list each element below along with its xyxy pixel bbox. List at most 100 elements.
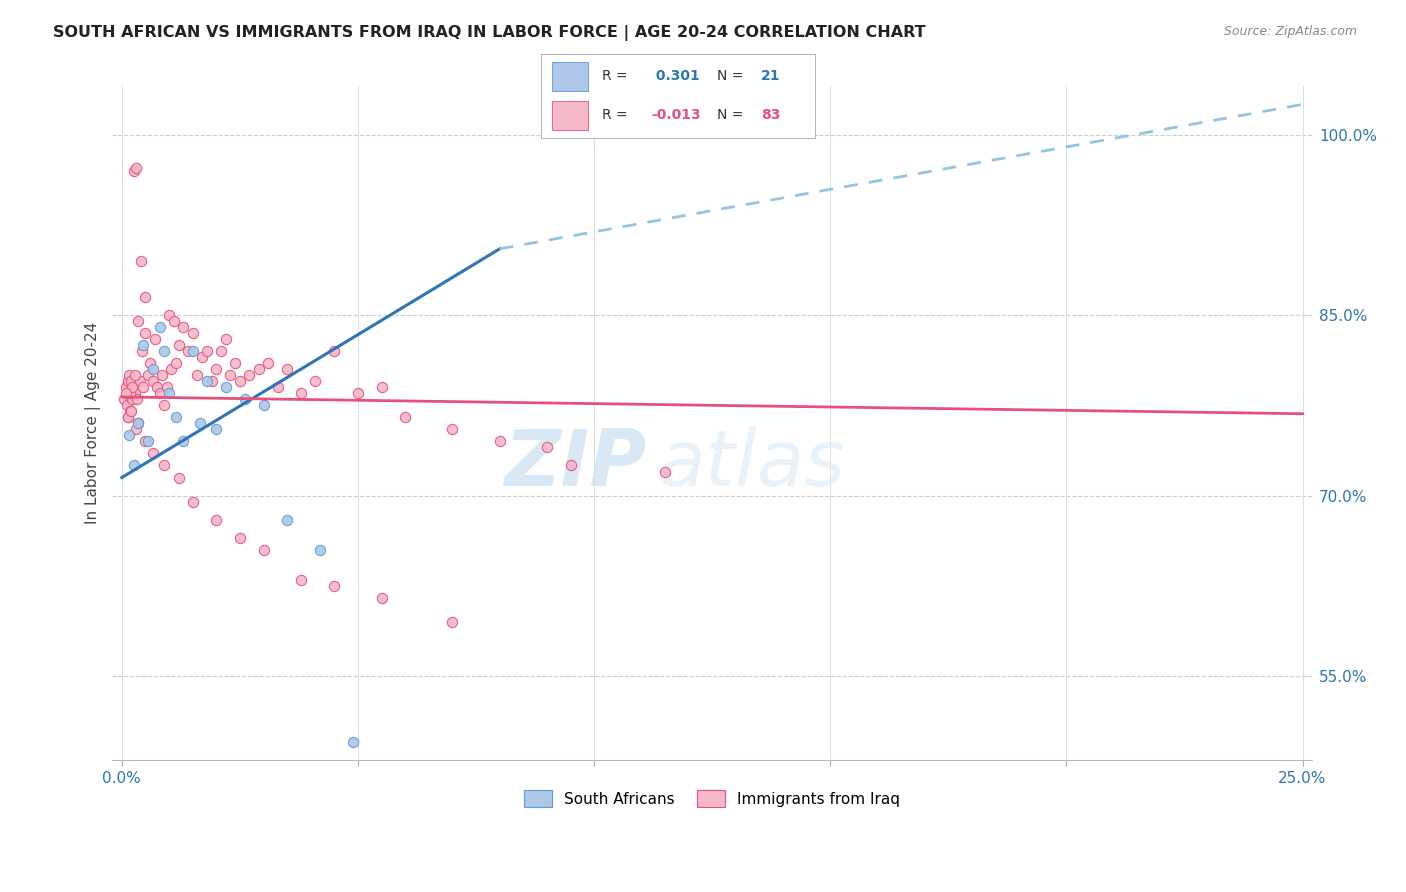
Text: R =: R = bbox=[602, 70, 627, 83]
Point bbox=[215, 332, 238, 346]
Bar bbox=[553, 62, 588, 91]
Point bbox=[124, 368, 146, 383]
Point bbox=[157, 308, 180, 322]
Point bbox=[181, 494, 204, 508]
Point bbox=[488, 434, 510, 449]
Point bbox=[132, 380, 155, 394]
Point bbox=[118, 368, 141, 383]
Point bbox=[191, 350, 214, 364]
Point bbox=[165, 410, 187, 425]
Point bbox=[309, 542, 332, 557]
Point bbox=[115, 398, 138, 412]
Point bbox=[143, 332, 166, 346]
Text: SOUTH AFRICAN VS IMMIGRANTS FROM IRAQ IN LABOR FORCE | AGE 20-24 CORRELATION CHA: SOUTH AFRICAN VS IMMIGRANTS FROM IRAQ IN… bbox=[53, 25, 927, 41]
Point bbox=[157, 386, 180, 401]
Point bbox=[117, 410, 139, 425]
Point bbox=[186, 368, 208, 383]
Text: 21: 21 bbox=[761, 70, 780, 83]
Point bbox=[195, 374, 218, 388]
Point bbox=[118, 428, 141, 442]
Point bbox=[129, 253, 152, 268]
Point bbox=[132, 338, 155, 352]
Point bbox=[112, 392, 135, 407]
Point bbox=[146, 380, 169, 394]
Point bbox=[121, 392, 143, 407]
Point bbox=[267, 380, 290, 394]
Point bbox=[142, 374, 165, 388]
Point bbox=[252, 398, 274, 412]
Point bbox=[536, 441, 558, 455]
Point bbox=[229, 531, 252, 545]
Point bbox=[304, 374, 326, 388]
Text: 0.301: 0.301 bbox=[651, 70, 700, 83]
Point bbox=[188, 417, 211, 431]
Point bbox=[117, 410, 139, 425]
Point bbox=[124, 386, 146, 401]
Text: N =: N = bbox=[717, 70, 744, 83]
Point bbox=[127, 417, 149, 431]
Point bbox=[131, 344, 153, 359]
Point bbox=[654, 465, 676, 479]
Point bbox=[114, 380, 136, 394]
Point bbox=[134, 434, 156, 449]
Point bbox=[290, 573, 312, 587]
Text: atlas: atlas bbox=[658, 425, 846, 502]
Point bbox=[120, 374, 142, 388]
Point bbox=[219, 368, 242, 383]
Point bbox=[117, 374, 139, 388]
Point bbox=[142, 446, 165, 460]
Point bbox=[276, 513, 298, 527]
Point bbox=[134, 326, 156, 340]
Point bbox=[149, 320, 172, 334]
Point bbox=[125, 422, 148, 436]
Point bbox=[347, 386, 370, 401]
Point bbox=[441, 615, 464, 629]
Point bbox=[120, 404, 142, 418]
Text: N =: N = bbox=[717, 109, 744, 122]
Point bbox=[276, 362, 298, 376]
Point bbox=[163, 314, 186, 328]
Point bbox=[205, 422, 228, 436]
Point bbox=[149, 386, 172, 401]
Point bbox=[229, 374, 252, 388]
Point bbox=[153, 344, 176, 359]
Point bbox=[121, 380, 143, 394]
Point bbox=[177, 344, 200, 359]
Bar bbox=[553, 101, 588, 130]
Point bbox=[172, 320, 194, 334]
Point bbox=[370, 591, 392, 605]
Point bbox=[200, 374, 222, 388]
Point bbox=[370, 380, 392, 394]
Point bbox=[142, 362, 165, 376]
Point bbox=[136, 368, 159, 383]
Point bbox=[252, 542, 274, 557]
Text: R =: R = bbox=[602, 109, 627, 122]
Point bbox=[160, 362, 183, 376]
Point bbox=[128, 374, 150, 388]
Text: ZIP: ZIP bbox=[503, 425, 647, 502]
Point bbox=[156, 380, 179, 394]
Point bbox=[195, 344, 218, 359]
Legend: South Africans, Immigrants from Iraq: South Africans, Immigrants from Iraq bbox=[517, 783, 907, 814]
Point bbox=[257, 356, 280, 370]
Point bbox=[167, 338, 190, 352]
Point bbox=[205, 362, 228, 376]
Point bbox=[127, 417, 149, 431]
Point bbox=[233, 392, 256, 407]
Point bbox=[120, 404, 142, 418]
Point bbox=[122, 163, 145, 178]
Point bbox=[172, 434, 194, 449]
Point bbox=[150, 368, 173, 383]
Point bbox=[342, 735, 364, 749]
Point bbox=[136, 434, 159, 449]
Point bbox=[441, 422, 464, 436]
Point bbox=[167, 470, 190, 484]
Point bbox=[290, 386, 312, 401]
Point bbox=[205, 513, 228, 527]
Point bbox=[139, 356, 162, 370]
Point bbox=[323, 579, 346, 593]
Point bbox=[153, 398, 176, 412]
Point bbox=[209, 344, 232, 359]
Point bbox=[224, 356, 246, 370]
Point bbox=[127, 314, 149, 328]
